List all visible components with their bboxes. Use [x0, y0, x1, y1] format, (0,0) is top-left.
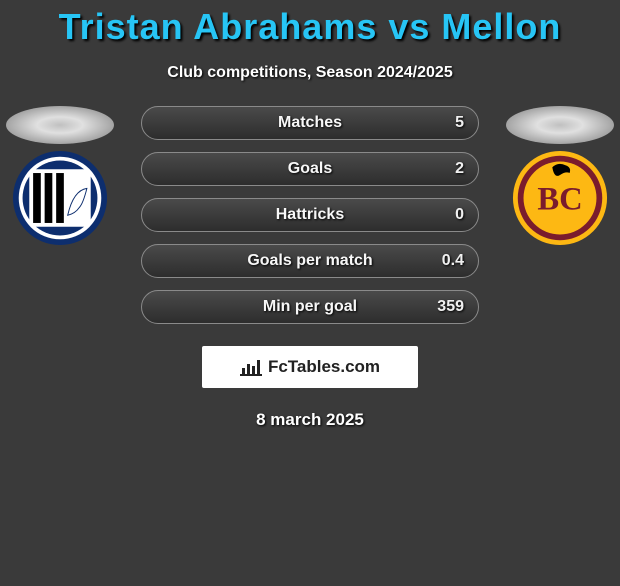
watermark-text: FcTables.com — [268, 357, 380, 377]
date-label: 8 march 2025 — [0, 410, 620, 430]
gillingham-badge-icon — [12, 150, 108, 246]
page-subtitle: Club competitions, Season 2024/2025 — [0, 64, 620, 82]
watermark: FcTables.com — [202, 346, 418, 388]
stat-row: Hattricks 0 — [141, 198, 479, 232]
stat-label: Min per goal — [263, 298, 357, 316]
stat-value-right: 359 — [437, 298, 464, 316]
stat-row: Goals 2 — [141, 152, 479, 186]
stat-value-right: 0 — [455, 206, 464, 224]
chart-icon — [240, 358, 262, 376]
player-left-slot — [6, 106, 114, 246]
player-right-silhouette — [506, 106, 614, 144]
comparison-content: BC Matches 5 Goals 2 Hattricks 0 Goals p… — [0, 106, 620, 430]
stat-label: Goals — [288, 160, 332, 178]
stat-row: Goals per match 0.4 — [141, 244, 479, 278]
stat-value-right: 0.4 — [442, 252, 464, 270]
stat-label: Goals per match — [247, 252, 372, 270]
bradford-badge-icon: BC — [512, 150, 608, 246]
badge-right-letters: BC — [537, 182, 582, 218]
player-right-slot: BC — [506, 106, 614, 246]
stat-value-right: 5 — [455, 114, 464, 132]
stat-label: Hattricks — [276, 206, 344, 224]
stat-value-right: 2 — [455, 160, 464, 178]
club-badge-right: BC — [512, 150, 608, 246]
page-title: Tristan Abrahams vs Mellon — [0, 6, 620, 48]
stat-row: Min per goal 359 — [141, 290, 479, 324]
player-left-silhouette — [6, 106, 114, 144]
club-badge-left — [12, 150, 108, 246]
stat-label: Matches — [278, 114, 342, 132]
stat-row: Matches 5 — [141, 106, 479, 140]
stats-list: Matches 5 Goals 2 Hattricks 0 Goals per … — [141, 106, 479, 324]
